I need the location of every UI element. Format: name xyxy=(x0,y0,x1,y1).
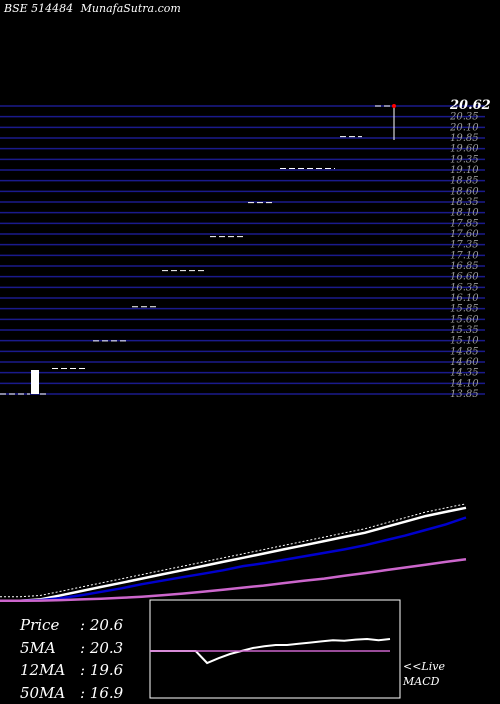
y-axis-label: 16.85 xyxy=(450,261,479,272)
y-axis-label: 18.35 xyxy=(450,197,479,208)
stat-price: Price: 20.6 xyxy=(20,614,123,637)
y-axis-label: 20.10 xyxy=(449,122,479,133)
y-axis-label: 14.85 xyxy=(450,346,479,357)
y-axis-label: 19.60 xyxy=(450,144,479,155)
y-axis-label: 19.35 xyxy=(450,154,479,165)
stat-50ma: 50MA: 16.9 xyxy=(20,682,123,704)
y-axis-label: 16.10 xyxy=(450,293,479,304)
stat-5ma: 5MA: 20.3 xyxy=(20,637,123,660)
y-axis-label: 14.35 xyxy=(450,368,479,379)
macd-panel xyxy=(150,600,400,698)
y-axis-label: 15.85 xyxy=(450,304,479,315)
candle-body xyxy=(31,370,39,394)
moving-average-lines xyxy=(0,504,466,601)
stats-panel: Price: 20.6 5MA: 20.3 12MA: 19.6 50MA: 1… xyxy=(20,614,123,704)
live-macd-label: <<Live MACD xyxy=(403,659,445,689)
macd-lines xyxy=(150,639,390,663)
y-axis-label: 13.85 xyxy=(450,389,479,400)
y-axis-label: 15.60 xyxy=(450,314,479,325)
y-axis-label: 17.35 xyxy=(450,240,479,251)
y-axis-label: 16.60 xyxy=(450,272,479,283)
y-axis-label: 17.10 xyxy=(450,250,479,261)
last-price-dot xyxy=(392,104,396,108)
y-axis-label: 14.60 xyxy=(450,357,479,368)
grid-lines xyxy=(0,106,485,394)
y-axis-label: 15.35 xyxy=(450,325,479,336)
stat-12ma: 12MA: 19.6 xyxy=(20,659,123,682)
y-axis-label: 14.10 xyxy=(450,378,479,389)
ma-series-line xyxy=(0,508,466,601)
y-axis-label: 20.35 xyxy=(449,112,479,123)
y-axis-labels: 20.6220.3520.1019.8519.6019.3519.1018.85… xyxy=(449,98,491,400)
y-axis-label: 18.60 xyxy=(450,186,479,197)
y-axis-label: 17.60 xyxy=(450,229,479,240)
y-axis-label: 18.10 xyxy=(450,208,479,219)
y-axis-label: 17.85 xyxy=(450,218,479,229)
y-axis-label: 15.10 xyxy=(450,336,479,347)
y-axis-label: 16.35 xyxy=(450,282,479,293)
y-axis-label: 19.10 xyxy=(450,165,479,176)
price-marks xyxy=(0,104,396,394)
price-envelope-line xyxy=(0,504,466,597)
y-axis-label: 18.85 xyxy=(450,176,479,187)
y-axis-label: 19.85 xyxy=(450,133,479,144)
